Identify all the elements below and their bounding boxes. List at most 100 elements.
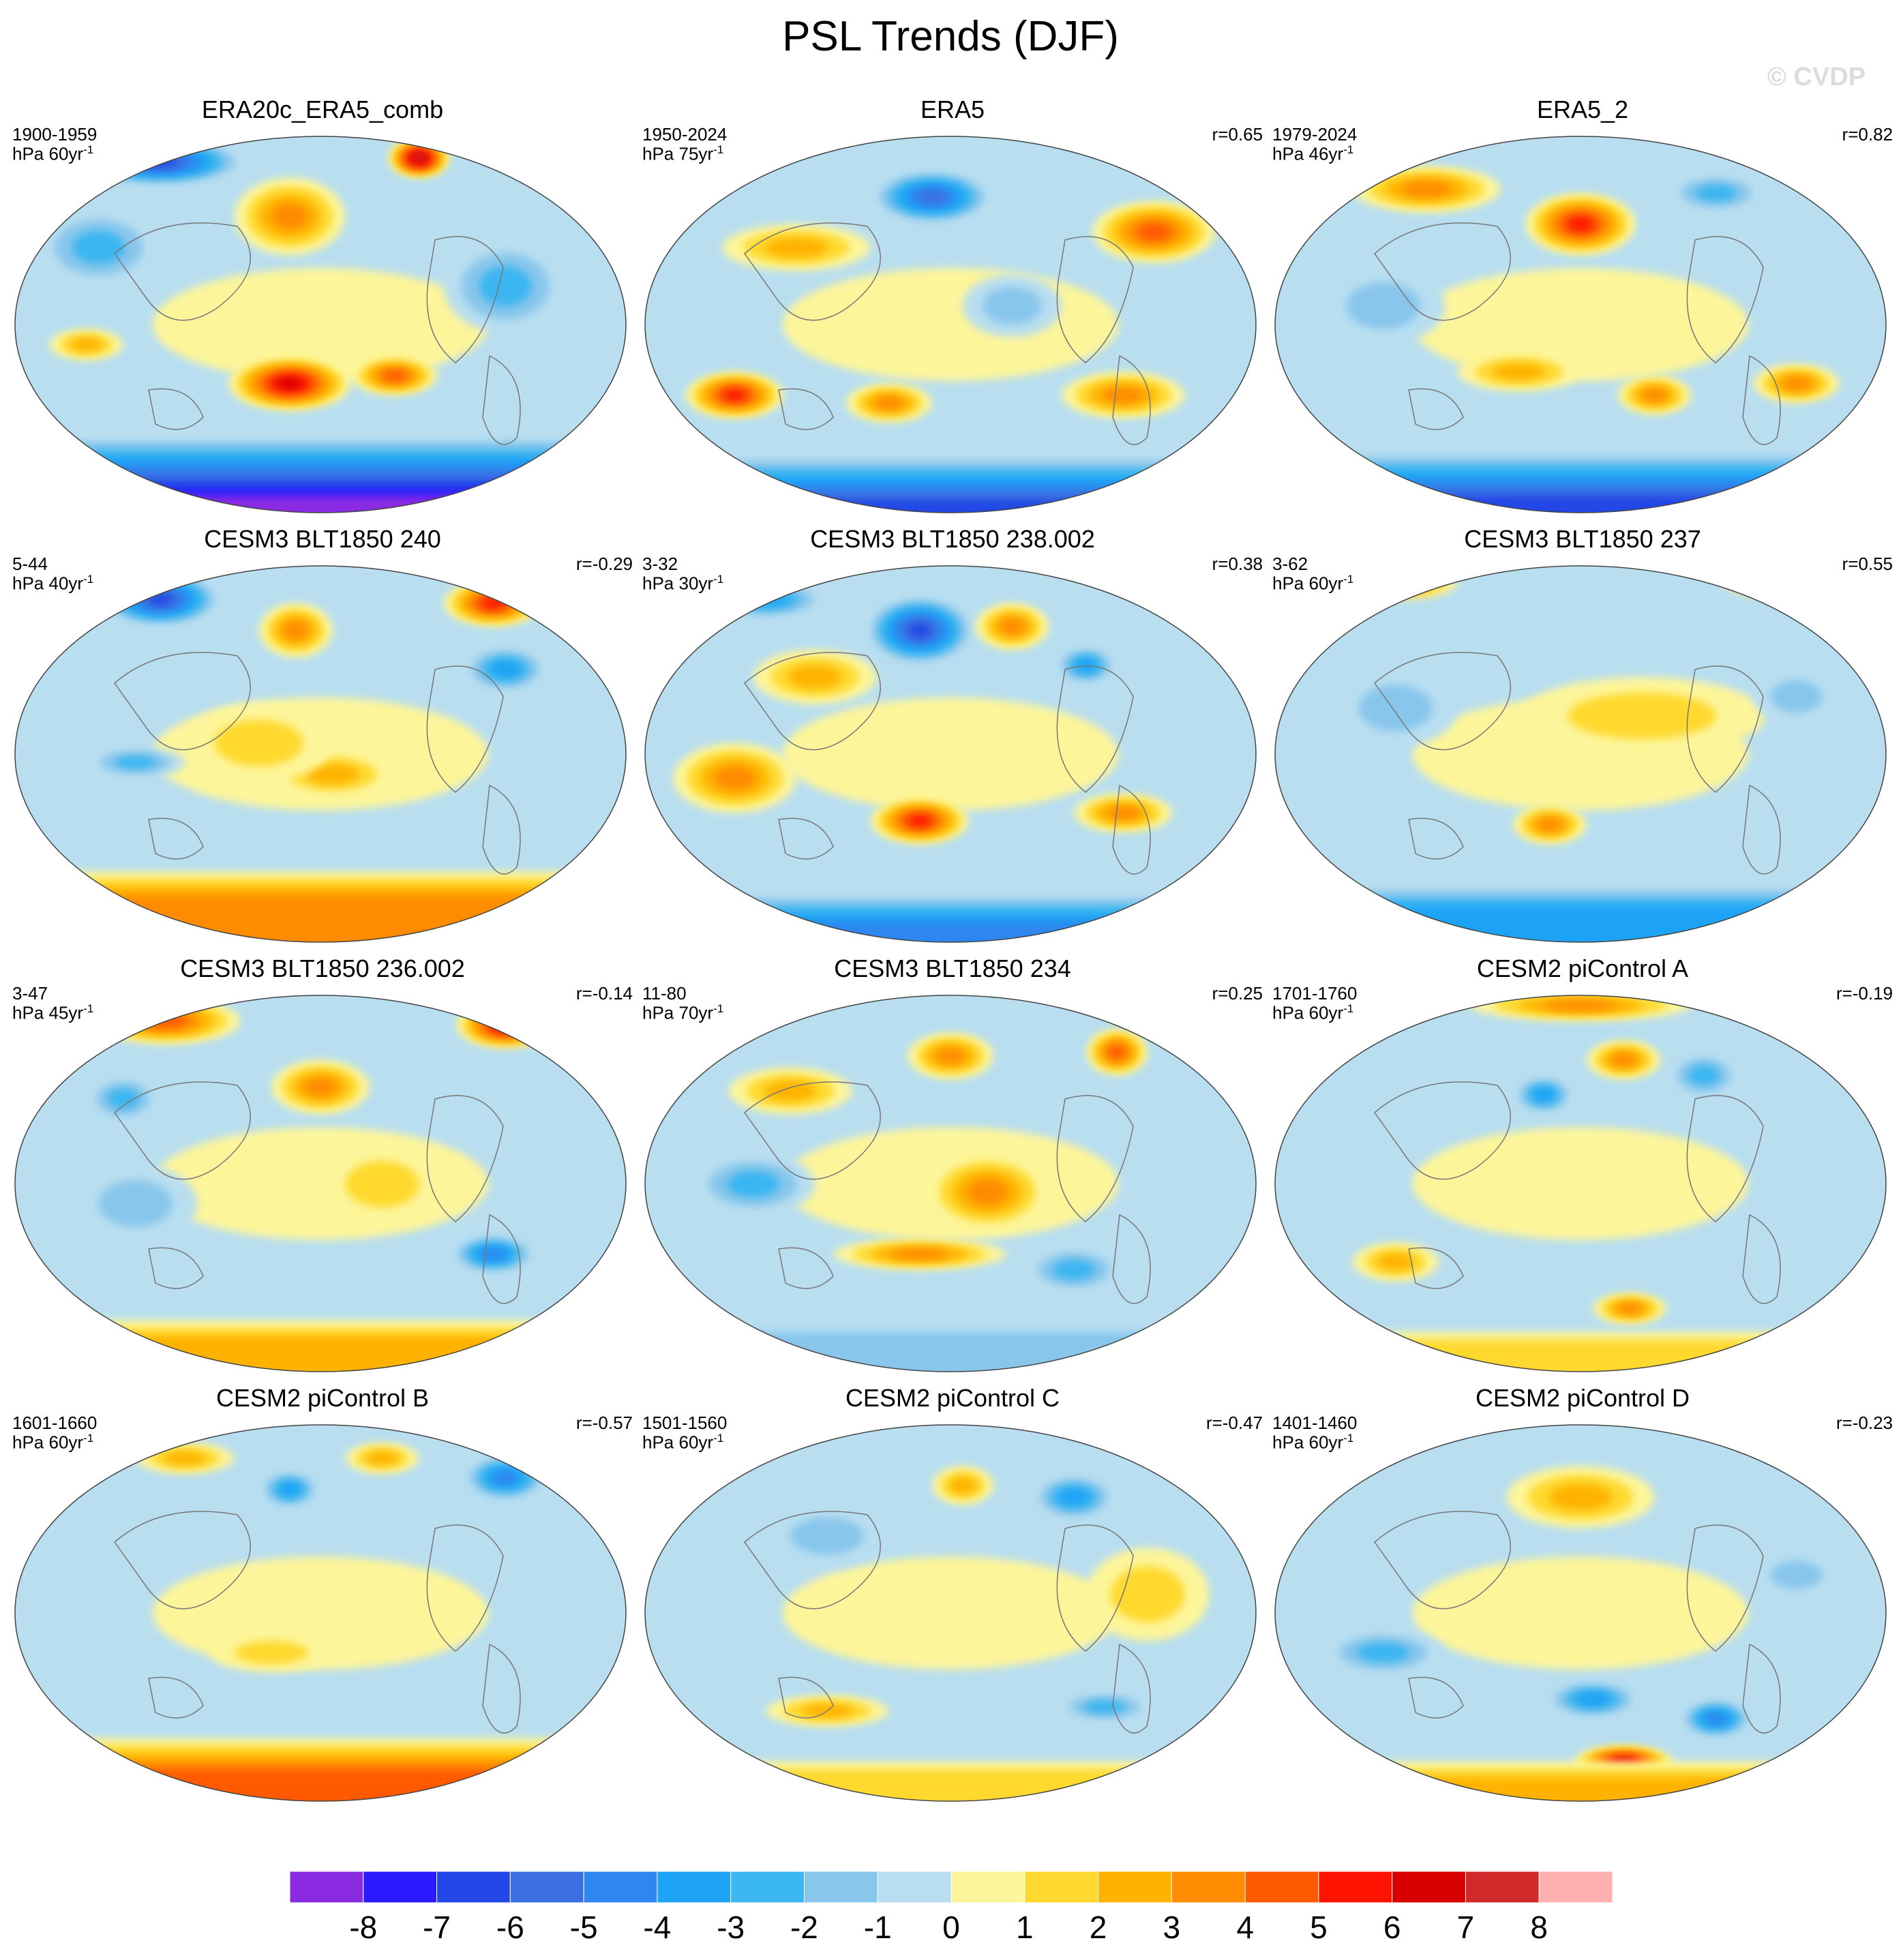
contour-blob: [1694, 184, 1737, 202]
colorbar-swatch: [290, 1871, 364, 1903]
trend-map: [1274, 565, 1887, 943]
map-field: [152, 268, 489, 381]
contour-blob: [1379, 579, 1413, 588]
coastline: [743, 222, 881, 321]
panel-title: CESM2 piControl D: [1475, 1384, 1690, 1412]
contour-blob: [481, 1248, 505, 1260]
colorbar-label: -2: [790, 1910, 818, 1945]
colorbar-label: -3: [717, 1910, 745, 1945]
colorbar-swatch: [436, 1871, 511, 1903]
colorbar-swatch: [363, 1871, 438, 1903]
map-outline: [644, 1424, 1257, 1802]
contour-blob: [1706, 1713, 1726, 1724]
contour-blob: [890, 1249, 948, 1260]
map-panel: ERA20c_ERA5_comb 1900-1959 hPa 60yr-1: [12, 95, 633, 525]
trend-map: [1274, 1424, 1887, 1802]
colorbar-label: 3: [1163, 1910, 1181, 1945]
coastline: [1686, 1095, 1764, 1222]
colorbar-label: -5: [569, 1910, 598, 1945]
contour-blob: [1377, 1253, 1414, 1271]
southern-band: [1275, 1340, 1886, 1372]
panel-period: 1401-1460: [1272, 1413, 1358, 1433]
coastline: [1686, 236, 1764, 363]
panel-title: CESM3 BLT1850 234: [834, 954, 1071, 982]
colorbar-label: 8: [1530, 1910, 1548, 1945]
colorbar-label: 0: [942, 1910, 960, 1945]
map-outline: [14, 565, 627, 943]
colorbar-label: 6: [1383, 1910, 1401, 1945]
map-panel: CESM3 BLT1850 236.002 3-47 hPa 45yr-1 r=-0.…: [12, 954, 633, 1384]
contour-blob: [303, 1078, 338, 1096]
panel-units: hPa 60yr-1: [12, 143, 93, 165]
coastline: [113, 1511, 251, 1610]
panel-units-exponent: -1: [1343, 143, 1354, 156]
contour-blob: [1611, 1053, 1636, 1067]
panel-period: 3-62: [1272, 554, 1308, 574]
panel-units-exponent: -1: [83, 1002, 94, 1015]
contour-blob: [283, 621, 308, 639]
panel-units-text: hPa 60yr: [1272, 1002, 1344, 1023]
contour-blob: [1052, 1259, 1095, 1280]
contour-blob: [479, 266, 532, 307]
contour-blob: [935, 1048, 966, 1064]
map-field: [1412, 1127, 1749, 1240]
contour-blob: [1108, 1045, 1126, 1059]
map-panel: CESM3 BLT1850 240 5-44 hPa 40yr-1 r=-0.29: [12, 525, 633, 954]
map-panel: ERA5 1950-2024 hPa 75yr-1 r=0.65: [642, 95, 1263, 525]
contour-blob: [1533, 1088, 1554, 1102]
colorbar-label: 2: [1089, 1910, 1107, 1945]
map-outline: [644, 995, 1257, 1372]
coastline: [1056, 1524, 1134, 1652]
panel-units: hPa 75yr-1: [642, 143, 723, 165]
trend-map: [1274, 995, 1887, 1372]
colorbar-swatch: [657, 1871, 732, 1903]
contour-blob: [98, 1180, 173, 1227]
coastline: [1373, 222, 1511, 321]
panel-units-text: hPa 60yr: [12, 143, 84, 164]
coastline: [482, 1643, 521, 1734]
coastline: [1408, 388, 1464, 430]
coastline: [426, 1524, 504, 1652]
panel-units-text: hPa 30yr: [642, 573, 714, 594]
map-outline: [1274, 136, 1887, 513]
panel-correlation: r=-0.23: [1836, 1413, 1893, 1433]
colorbar-label: -8: [349, 1910, 378, 1945]
map-panel: CESM3 BLT1850 237 3-62 hPa 60yr-1 r=0.55: [1272, 525, 1893, 954]
panel-correlation: r=-0.29: [575, 554, 633, 574]
panel-period: 11-80: [642, 983, 687, 1004]
colorbar-swatch: [509, 1871, 584, 1903]
coastline: [743, 1511, 881, 1610]
contour-blob: [131, 154, 190, 170]
coastline: [482, 1213, 521, 1304]
coastline: [778, 1247, 834, 1289]
map-field: [782, 268, 1119, 381]
contour-blob: [1346, 282, 1420, 329]
contour-blob: [1617, 1303, 1643, 1314]
contour-blob: [489, 1016, 522, 1033]
contour-blob: [413, 154, 425, 162]
contour-blob: [1492, 363, 1546, 380]
panel-units-exponent: -1: [1343, 1002, 1354, 1015]
contour-blob: [345, 1160, 419, 1208]
panel-title: ERA5_2: [1536, 95, 1629, 123]
contour-blob: [788, 665, 841, 689]
panel-units-text: hPa 75yr: [642, 143, 714, 164]
panel-units: hPa 60yr-1: [1272, 1002, 1353, 1024]
contour-blob: [1733, 568, 1797, 592]
panel-units-exponent: -1: [83, 1432, 94, 1445]
contour-blob: [271, 203, 308, 230]
contour-blob: [918, 190, 946, 204]
trend-map: [14, 1424, 627, 1802]
colorbar-swatch: [583, 1871, 658, 1903]
colorbar-swatch: [1024, 1871, 1099, 1903]
contour-blob: [1083, 1700, 1126, 1714]
contour-blob: [279, 1483, 300, 1496]
panel-units-text: hPa 60yr: [1272, 1432, 1344, 1453]
contour-blob: [1745, 572, 1786, 588]
coastline: [1056, 665, 1134, 793]
coastline: [148, 1676, 204, 1719]
contour-blob: [874, 396, 903, 410]
southern-band: [15, 894, 626, 942]
panel-title: CESM3 BLT1850 237: [1464, 525, 1701, 553]
map-outline: [14, 136, 627, 513]
